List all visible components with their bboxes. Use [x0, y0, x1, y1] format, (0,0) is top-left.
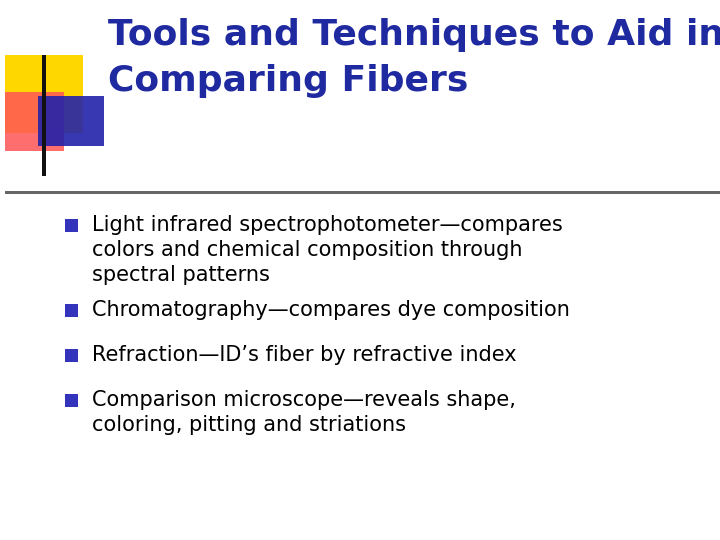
- Text: Comparing Fibers: Comparing Fibers: [108, 64, 469, 98]
- Text: Tools and Techniques to Aid in: Tools and Techniques to Aid in: [108, 18, 720, 52]
- Text: Light infrared spectrophotometer—compares
colors and chemical composition throug: Light infrared spectrophotometer—compare…: [92, 215, 563, 285]
- Bar: [65, 394, 78, 407]
- Bar: [42, 55, 46, 176]
- Bar: [65, 304, 78, 317]
- Bar: [37, 96, 104, 146]
- Bar: [65, 349, 78, 362]
- Bar: [65, 219, 78, 232]
- Text: Refraction—ID’s fiber by refractive index: Refraction—ID’s fiber by refractive inde…: [92, 345, 517, 365]
- Bar: [5, 92, 63, 151]
- Text: Chromatography—compares dye composition: Chromatography—compares dye composition: [92, 300, 570, 320]
- Bar: [5, 191, 720, 194]
- Text: Comparison microscope—reveals shape,
coloring, pitting and striations: Comparison microscope—reveals shape, col…: [92, 390, 516, 435]
- Bar: [5, 55, 83, 133]
